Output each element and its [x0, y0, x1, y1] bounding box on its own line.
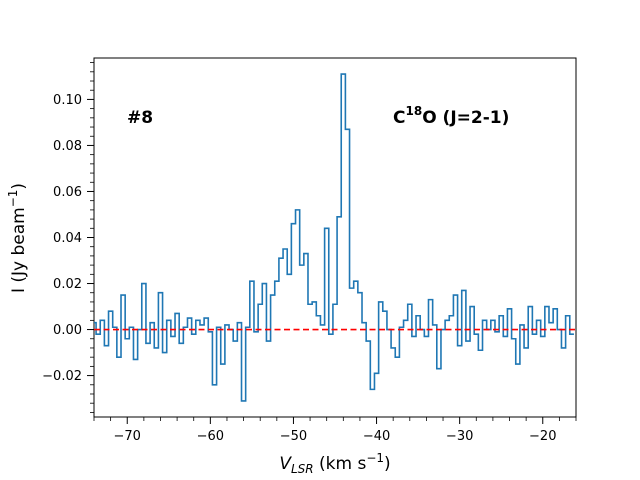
line-main: C	[393, 108, 405, 128]
y-title-end: )	[9, 183, 29, 190]
spectrum-step-line	[94, 73, 574, 402]
x-tick-label: −20	[529, 429, 556, 444]
molecular-line-label: C18O (J=2-1)	[393, 104, 509, 128]
x-tick-label: −50	[280, 429, 307, 444]
source-id-label: #8	[127, 108, 153, 128]
y-tick-label: 0.00	[53, 323, 82, 338]
y-title-sup: −1	[6, 190, 20, 208]
x-tick-label: −30	[446, 429, 473, 444]
line-rest: O (J=2-1)	[422, 108, 509, 128]
minor-ticks	[90, 62, 577, 421]
y-tick-label: 0.06	[53, 185, 82, 200]
y-title-main: I (Jy beam	[9, 207, 29, 293]
x-title-end: )	[384, 454, 391, 474]
y-tick-label: 0.10	[53, 93, 82, 108]
x-title-sup: −1	[366, 451, 384, 465]
y-tick-label: 0.08	[53, 139, 82, 154]
y-tick-label: −0.02	[42, 369, 82, 384]
series-layer	[94, 73, 576, 402]
y-axis-title: I (Jy beam−1)	[6, 183, 29, 293]
y-tick-label: 0.04	[53, 231, 82, 246]
x-tick-label: −70	[114, 429, 141, 444]
x-tick-label: −40	[363, 429, 390, 444]
x-tick-label: −60	[197, 429, 224, 444]
x-title-main: V	[279, 454, 292, 474]
x-title-sub: LSR	[291, 462, 314, 476]
major-ticks	[87, 98, 544, 424]
x-title-rest: (km s	[314, 454, 367, 474]
tick-labels: −70 −60 −50 −40 −30 −20 −0.02 0.00 0.02 0.04 0.06 0…	[42, 93, 556, 444]
x-axis-title: VLSR (km s−1)	[279, 451, 390, 476]
line-isotope-sup: 18	[405, 104, 422, 118]
y-tick-label: 0.02	[53, 277, 82, 292]
